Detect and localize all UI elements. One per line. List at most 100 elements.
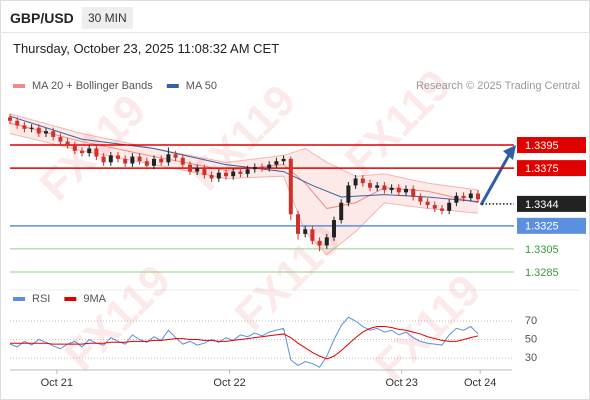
legend-swatch <box>64 297 77 301</box>
candle-body <box>72 145 77 151</box>
candle-body <box>375 185 380 188</box>
legend-label: MA 20 + Bollinger Bands <box>32 80 153 92</box>
candle-body <box>123 158 128 164</box>
candle-body <box>418 196 423 202</box>
level-label-box <box>517 137 586 154</box>
candle-body <box>166 154 171 163</box>
level-label-box <box>517 195 586 212</box>
x-tick-label: Oct 22 <box>213 377 245 389</box>
candle-body <box>476 193 480 200</box>
rsi-line <box>10 326 479 360</box>
bollinger-fill <box>10 113 478 255</box>
candle-body <box>317 240 322 246</box>
candle-body <box>36 127 41 134</box>
candle-body <box>260 166 264 169</box>
level-label: 1.3285 <box>525 267 559 279</box>
x-tick-label: Oct 21 <box>41 377 73 389</box>
candle-body <box>101 156 106 163</box>
level-label-box <box>517 217 586 234</box>
watermark: FX119 <box>56 256 181 381</box>
candle-body <box>368 183 372 188</box>
candle-body <box>274 161 279 165</box>
candle-body <box>188 164 192 172</box>
candle-body <box>252 166 257 170</box>
legend-label: 9MA <box>83 293 106 305</box>
legend-label: RSI <box>32 293 50 305</box>
candle-body <box>202 168 207 176</box>
divider <box>0 32 590 33</box>
candle-body <box>440 208 444 211</box>
candle-body <box>51 131 56 137</box>
candle-body <box>130 156 135 164</box>
candle-body <box>425 201 430 206</box>
candle-body <box>116 155 120 159</box>
candle-body <box>195 168 200 172</box>
candle-body <box>288 158 293 215</box>
candle-body <box>346 185 351 203</box>
candle-body <box>389 187 394 191</box>
candle-body <box>267 164 272 169</box>
x-tick-label: Oct 24 <box>464 377 496 389</box>
level-label: 1.3375 <box>525 163 559 175</box>
candle-body <box>152 158 156 166</box>
candle-body <box>94 148 99 157</box>
level-label: 1.3325 <box>525 221 559 233</box>
bollinger-upper <box>9 113 479 191</box>
candle-body <box>353 178 358 186</box>
candle-body <box>245 169 250 174</box>
candle-body <box>461 195 466 199</box>
candle-body <box>44 131 48 134</box>
candle-body <box>209 175 214 179</box>
forecast-arrow <box>479 154 511 206</box>
candle-body <box>58 136 63 142</box>
candle-body <box>432 205 437 209</box>
datetime: Thursday, October 23, 2025 11:08:32 AM C… <box>13 41 280 56</box>
candle-body <box>396 187 401 193</box>
level-label: 1.3395 <box>525 140 559 152</box>
candle-body <box>159 158 164 163</box>
y-tick-label: 70 <box>525 315 537 327</box>
rsi-line <box>9 316 479 368</box>
level-label: 1.3344 <box>525 199 559 211</box>
x-tick-label: Oct 23 <box>385 377 417 389</box>
candle-body <box>231 171 236 177</box>
candle-body <box>468 193 473 199</box>
candle-body <box>454 195 459 203</box>
candle-body <box>8 117 12 121</box>
legend-label: MA 50 <box>186 80 217 92</box>
source-credit: Research © 2025 Trading Central <box>416 80 580 92</box>
candle-body <box>332 220 336 238</box>
candle-body <box>65 141 70 146</box>
candle-body <box>22 125 27 129</box>
y-tick-label: 30 <box>525 352 537 364</box>
candle-body <box>296 214 300 234</box>
candle-body <box>281 158 286 162</box>
candle-body <box>404 188 408 193</box>
candle-body <box>303 229 308 234</box>
candle-body <box>216 172 221 179</box>
candle-body <box>29 127 34 129</box>
candle-body <box>324 237 329 246</box>
symbol: GBP/USD <box>10 10 74 26</box>
timeframe[interactable]: 30 MIN <box>82 7 133 29</box>
forecast-arrowhead <box>503 145 516 160</box>
candle-body <box>224 172 228 177</box>
candle-body <box>144 161 149 166</box>
candle-body <box>339 202 344 221</box>
candle-body <box>180 157 185 165</box>
candle-body <box>310 229 315 241</box>
level-label: 1.3305 <box>525 244 559 256</box>
level-label-box <box>517 160 586 177</box>
candle-body <box>137 156 142 162</box>
candle-body <box>80 150 84 154</box>
candle-body <box>15 120 20 126</box>
legend-swatch <box>13 297 25 301</box>
legend-swatch <box>13 84 25 88</box>
candle-body <box>108 155 113 163</box>
candle-body <box>173 154 178 158</box>
candle-body <box>87 148 92 154</box>
y-tick-label: 50 <box>525 333 537 345</box>
candle-body <box>360 178 365 184</box>
legend-swatch <box>166 84 179 88</box>
